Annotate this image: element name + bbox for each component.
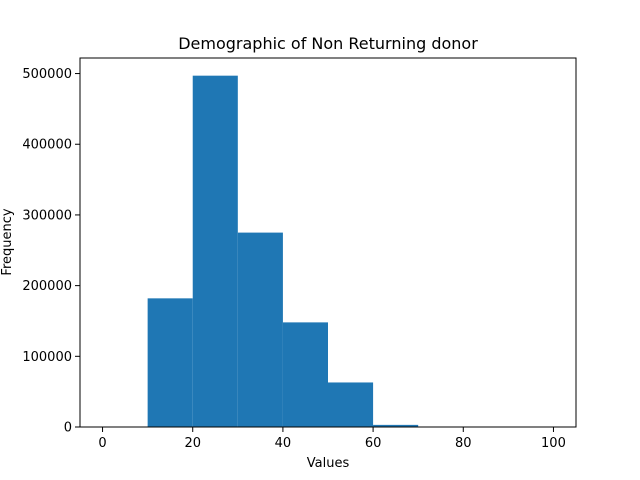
y-axis: 0 100000 200000 300000 400000 500000 bbox=[22, 67, 80, 436]
x-tick-label: 100 bbox=[541, 436, 566, 451]
histogram-bar-10-20 bbox=[147, 298, 193, 427]
chart-title: Demographic of Non Returning donor bbox=[178, 34, 478, 53]
x-tick-label: 80 bbox=[455, 436, 472, 451]
y-tick-label: 100000 bbox=[22, 350, 72, 365]
y-axis-label: Frequency bbox=[0, 208, 15, 275]
y-tick-label: 0 bbox=[64, 421, 72, 436]
y-tick-label: 300000 bbox=[22, 208, 72, 223]
y-tick-label: 200000 bbox=[22, 279, 72, 294]
histogram-bar-30-40 bbox=[237, 232, 283, 427]
x-axis-label: Values bbox=[307, 456, 350, 471]
y-tick-label: 400000 bbox=[22, 138, 72, 153]
x-tick-label: 20 bbox=[184, 436, 201, 451]
histogram-bar-50-60 bbox=[328, 382, 374, 427]
x-tick-label: 40 bbox=[275, 436, 292, 451]
x-tick-label: 0 bbox=[98, 436, 106, 451]
x-tick-label: 60 bbox=[365, 436, 382, 451]
plot-frame bbox=[79, 57, 577, 428]
histogram-bar-40-50 bbox=[282, 322, 328, 427]
histogram-bars bbox=[147, 75, 419, 427]
histogram-bar-20-30 bbox=[192, 75, 238, 427]
histogram-bar-60-70 bbox=[373, 424, 419, 427]
y-tick-label: 500000 bbox=[22, 67, 72, 82]
x-axis: 0 20 40 60 80 100 bbox=[98, 427, 566, 451]
